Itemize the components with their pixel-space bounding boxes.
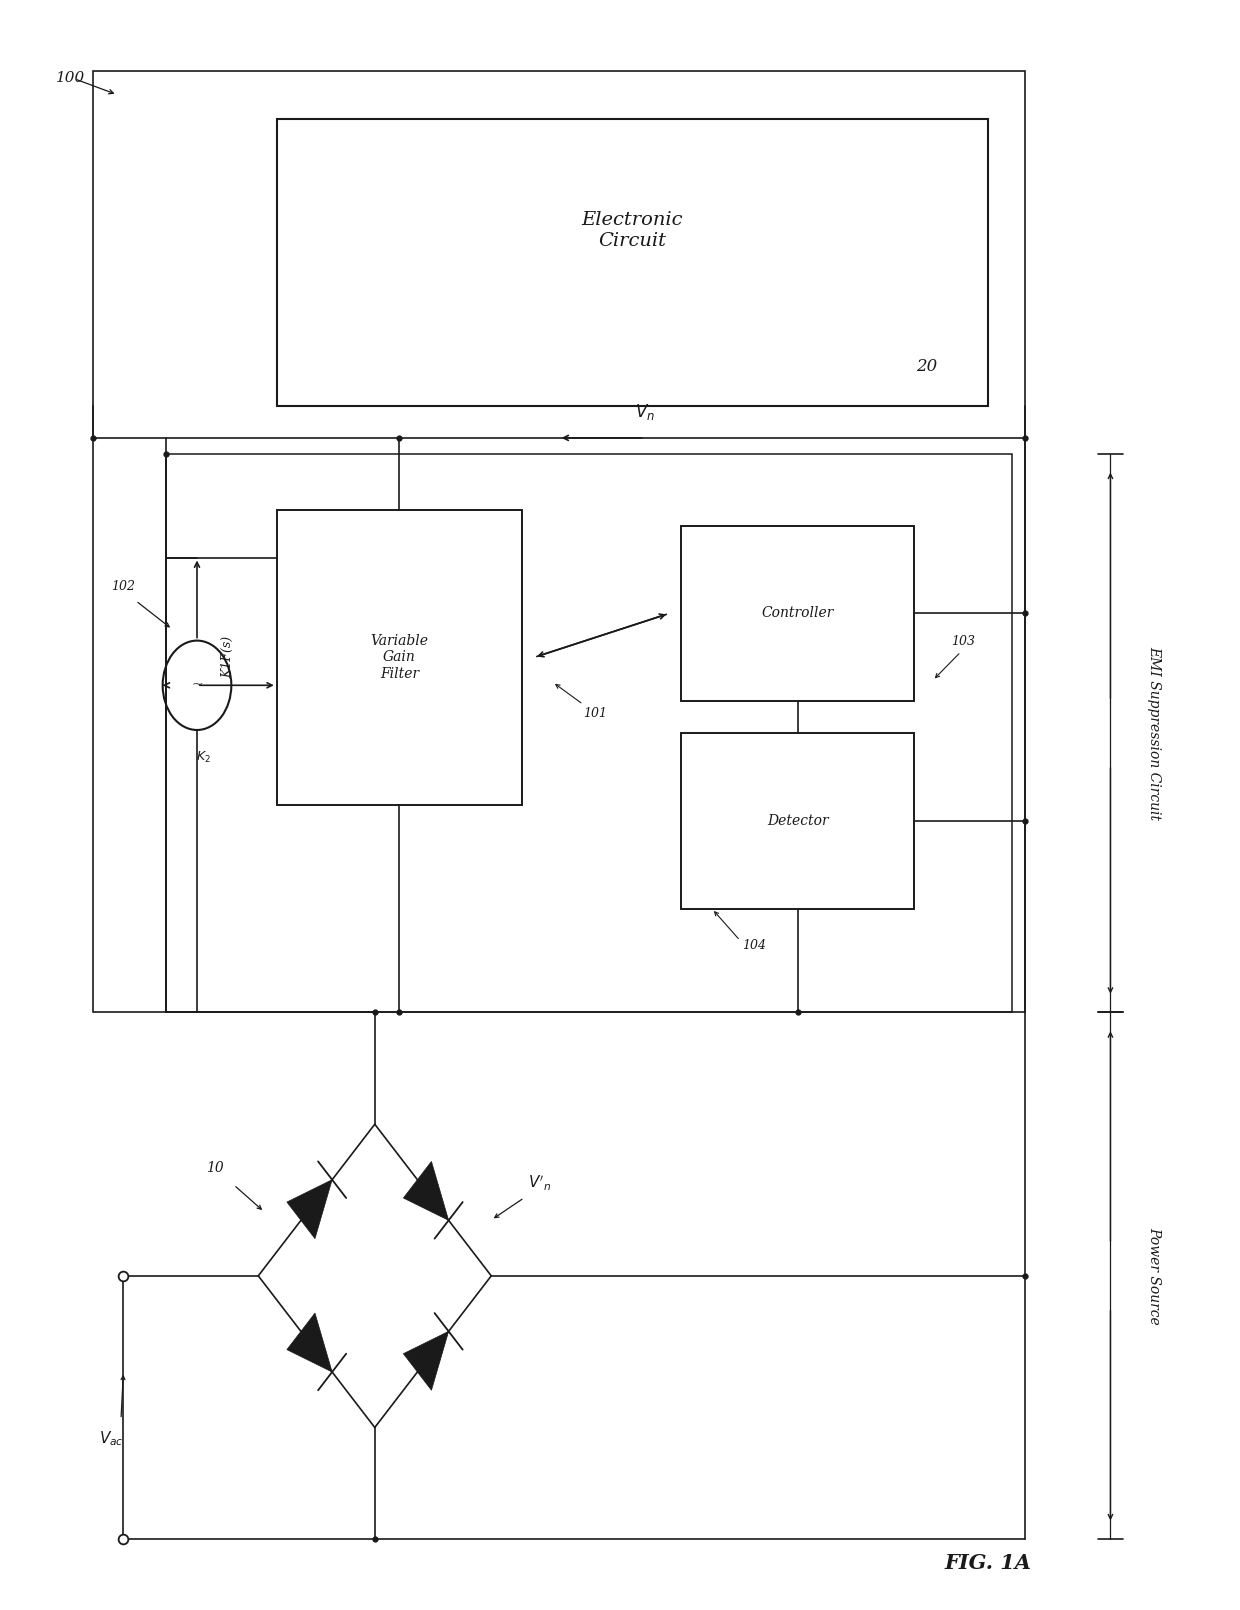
Text: 103: 103 [951,636,975,649]
Text: $K_2$: $K_2$ [196,750,211,765]
Text: Variable
Gain
Filter: Variable Gain Filter [371,634,428,681]
Text: Power Source: Power Source [1147,1227,1161,1325]
Bar [681,733,914,908]
Text: Electronic
Circuit: Electronic Circuit [582,211,683,250]
Text: 20: 20 [916,357,937,375]
Bar [166,454,1012,1013]
Text: K1F(s): K1F(s) [221,636,234,678]
Text: $V_n$: $V_n$ [635,402,655,422]
Text: 10: 10 [207,1161,224,1175]
Text: 102: 102 [112,580,135,592]
Bar [681,526,914,702]
Bar [93,71,1024,1013]
Polygon shape [286,1314,332,1372]
Text: EMI Suppression Circuit: EMI Suppression Circuit [1147,646,1161,819]
Polygon shape [286,1180,332,1238]
Text: Controller: Controller [761,607,835,620]
Text: 101: 101 [584,707,608,720]
Bar [277,510,522,805]
Text: 100: 100 [56,71,86,85]
Text: $V'_n$: $V'_n$ [528,1174,552,1193]
Text: ~: ~ [191,678,203,692]
Text: Detector: Detector [768,815,828,828]
Polygon shape [403,1161,449,1220]
Text: 104: 104 [743,939,766,952]
Polygon shape [403,1331,449,1391]
Text: FIG. 1A: FIG. 1A [945,1554,1032,1573]
Bar [277,119,988,406]
Text: $V_{ac}$: $V_{ac}$ [99,1430,124,1447]
